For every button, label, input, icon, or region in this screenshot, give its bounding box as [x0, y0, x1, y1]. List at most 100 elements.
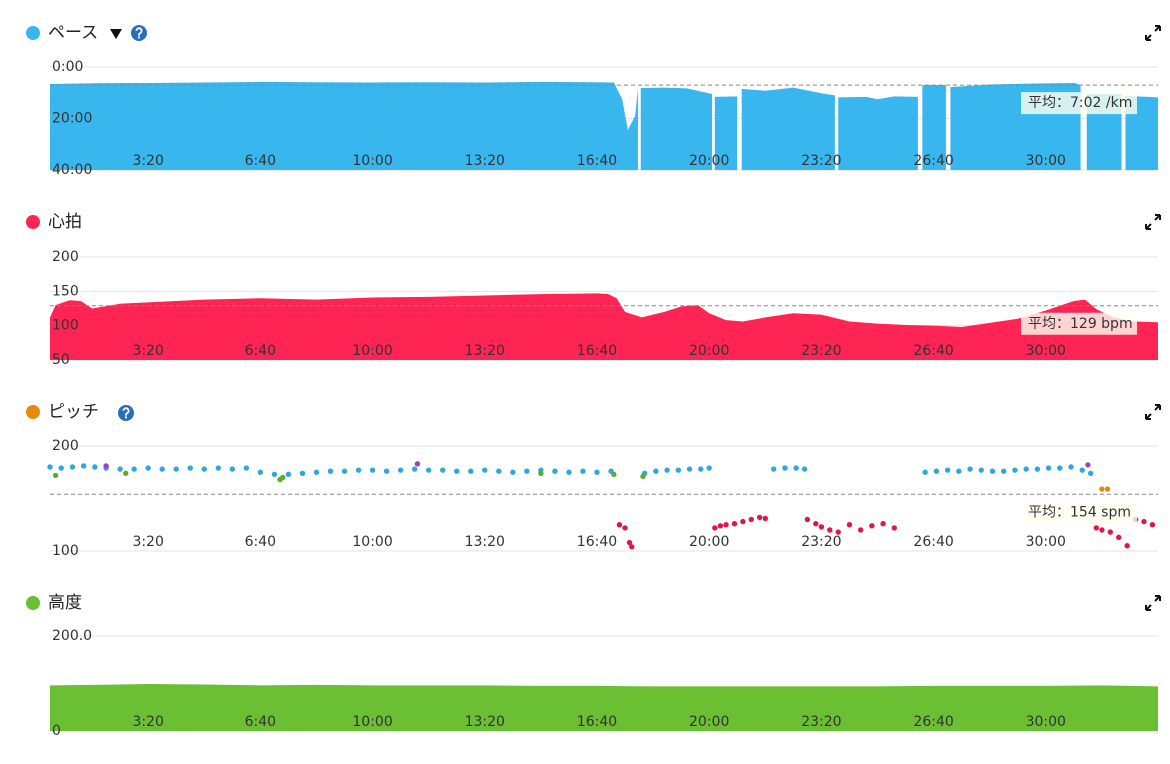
point: [482, 467, 488, 473]
point: [1116, 534, 1122, 541]
point: [801, 466, 808, 472]
expand-icon[interactable]: [1145, 214, 1161, 230]
point: [257, 469, 264, 475]
point: [299, 470, 306, 476]
x-tick-label: 10:00: [352, 153, 392, 169]
plot: [50, 683, 1158, 731]
average-label: 平均：7:02 /km: [1028, 95, 1132, 111]
point: [782, 465, 788, 471]
x-tick-label: 26:40: [913, 153, 953, 169]
x-tick-label: 16:40: [577, 714, 617, 730]
y-tick-label: 150: [52, 283, 79, 299]
chart: ピッチ 100 200 3:20 6:40 10:00 13:20 16:40 20:00 23:…: [26, 402, 1158, 559]
legend-dot: [26, 26, 40, 40]
point: [1034, 466, 1041, 472]
x-tick-label: 10:00: [352, 714, 392, 730]
x-tick-label: 20:00: [689, 343, 729, 359]
point: [629, 544, 635, 550]
y-tick-label: 100: [52, 543, 79, 559]
area: [50, 683, 1158, 731]
point: [280, 474, 286, 481]
average-label: 平均：154 spm: [1028, 504, 1131, 520]
point: [355, 467, 362, 473]
point: [1141, 518, 1147, 525]
point: [1079, 467, 1085, 473]
point: [1057, 465, 1063, 471]
point: [414, 461, 421, 467]
point: [1068, 464, 1074, 470]
point: [58, 465, 64, 471]
x-tick-label: 6:40: [245, 714, 276, 730]
chart-title: 心拍: [48, 212, 82, 232]
point: [313, 469, 320, 475]
x-tick-label: 20:00: [689, 534, 729, 550]
y-tick-label: 200: [52, 438, 79, 454]
point: [1085, 462, 1091, 468]
point: [956, 468, 962, 474]
point: [857, 527, 864, 533]
expand-icon[interactable]: [1145, 25, 1161, 41]
x-tick-label: 6:40: [245, 153, 276, 169]
point: [723, 522, 729, 528]
x-tick-label: 3:20: [132, 714, 163, 730]
x-tick-label: 30:00: [1026, 153, 1066, 169]
point: [80, 463, 87, 469]
point: [369, 467, 376, 473]
y-tick-label: 100: [52, 318, 79, 334]
point: [123, 470, 129, 476]
point: [1099, 527, 1105, 533]
point: [103, 463, 109, 469]
chart-title: ピッチ: [48, 402, 99, 422]
point: [524, 468, 530, 474]
point: [397, 467, 404, 473]
x-tick-label: 6:40: [245, 534, 276, 550]
point: [675, 467, 682, 473]
point: [748, 516, 754, 523]
y-tick-label: 0: [52, 723, 61, 739]
point: [712, 525, 718, 531]
y-tick-label: 40:00: [52, 162, 92, 178]
help-icon[interactable]: [131, 25, 147, 41]
y-tick-label: 200: [52, 249, 79, 265]
legend-dot: [26, 405, 40, 419]
y-tick-label: 200.0: [52, 628, 92, 644]
point: [52, 472, 59, 479]
point: [159, 466, 165, 472]
point: [698, 466, 704, 472]
point: [846, 522, 853, 528]
point: [538, 470, 544, 476]
x-tick-label: 20:00: [689, 714, 729, 730]
chart-title: ペース: [48, 23, 98, 43]
point: [341, 468, 348, 474]
expand-icon[interactable]: [1145, 595, 1161, 611]
x-tick-label: 20:00: [689, 153, 729, 169]
point: [756, 514, 763, 521]
x-tick-label: 30:00: [1026, 343, 1066, 359]
x-tick-label: 23:20: [801, 714, 841, 730]
x-tick-label: 13:20: [465, 343, 505, 359]
point: [804, 516, 811, 523]
point: [327, 468, 334, 474]
point: [201, 466, 207, 472]
legend-dot: [26, 215, 40, 229]
x-tick-label: 23:20: [801, 534, 841, 550]
expand-icon[interactable]: [1145, 404, 1161, 420]
plot: [47, 461, 1156, 550]
point: [440, 467, 446, 473]
y-tick-label: 20:00: [52, 111, 92, 127]
x-tick-label: 10:00: [352, 534, 392, 550]
average-label-bg: [1021, 92, 1137, 115]
point: [92, 464, 98, 470]
point: [989, 468, 996, 474]
point: [1104, 486, 1111, 492]
help-icon[interactable]: [118, 405, 134, 421]
point: [933, 468, 940, 474]
dropdown-icon[interactable]: [110, 29, 122, 39]
point: [1012, 467, 1018, 473]
x-tick-label: 3:20: [132, 153, 163, 169]
point: [496, 468, 502, 474]
point: [1149, 522, 1156, 528]
chart-title: 高度: [48, 593, 82, 613]
x-tick-label: 26:40: [913, 714, 953, 730]
point: [793, 465, 799, 471]
